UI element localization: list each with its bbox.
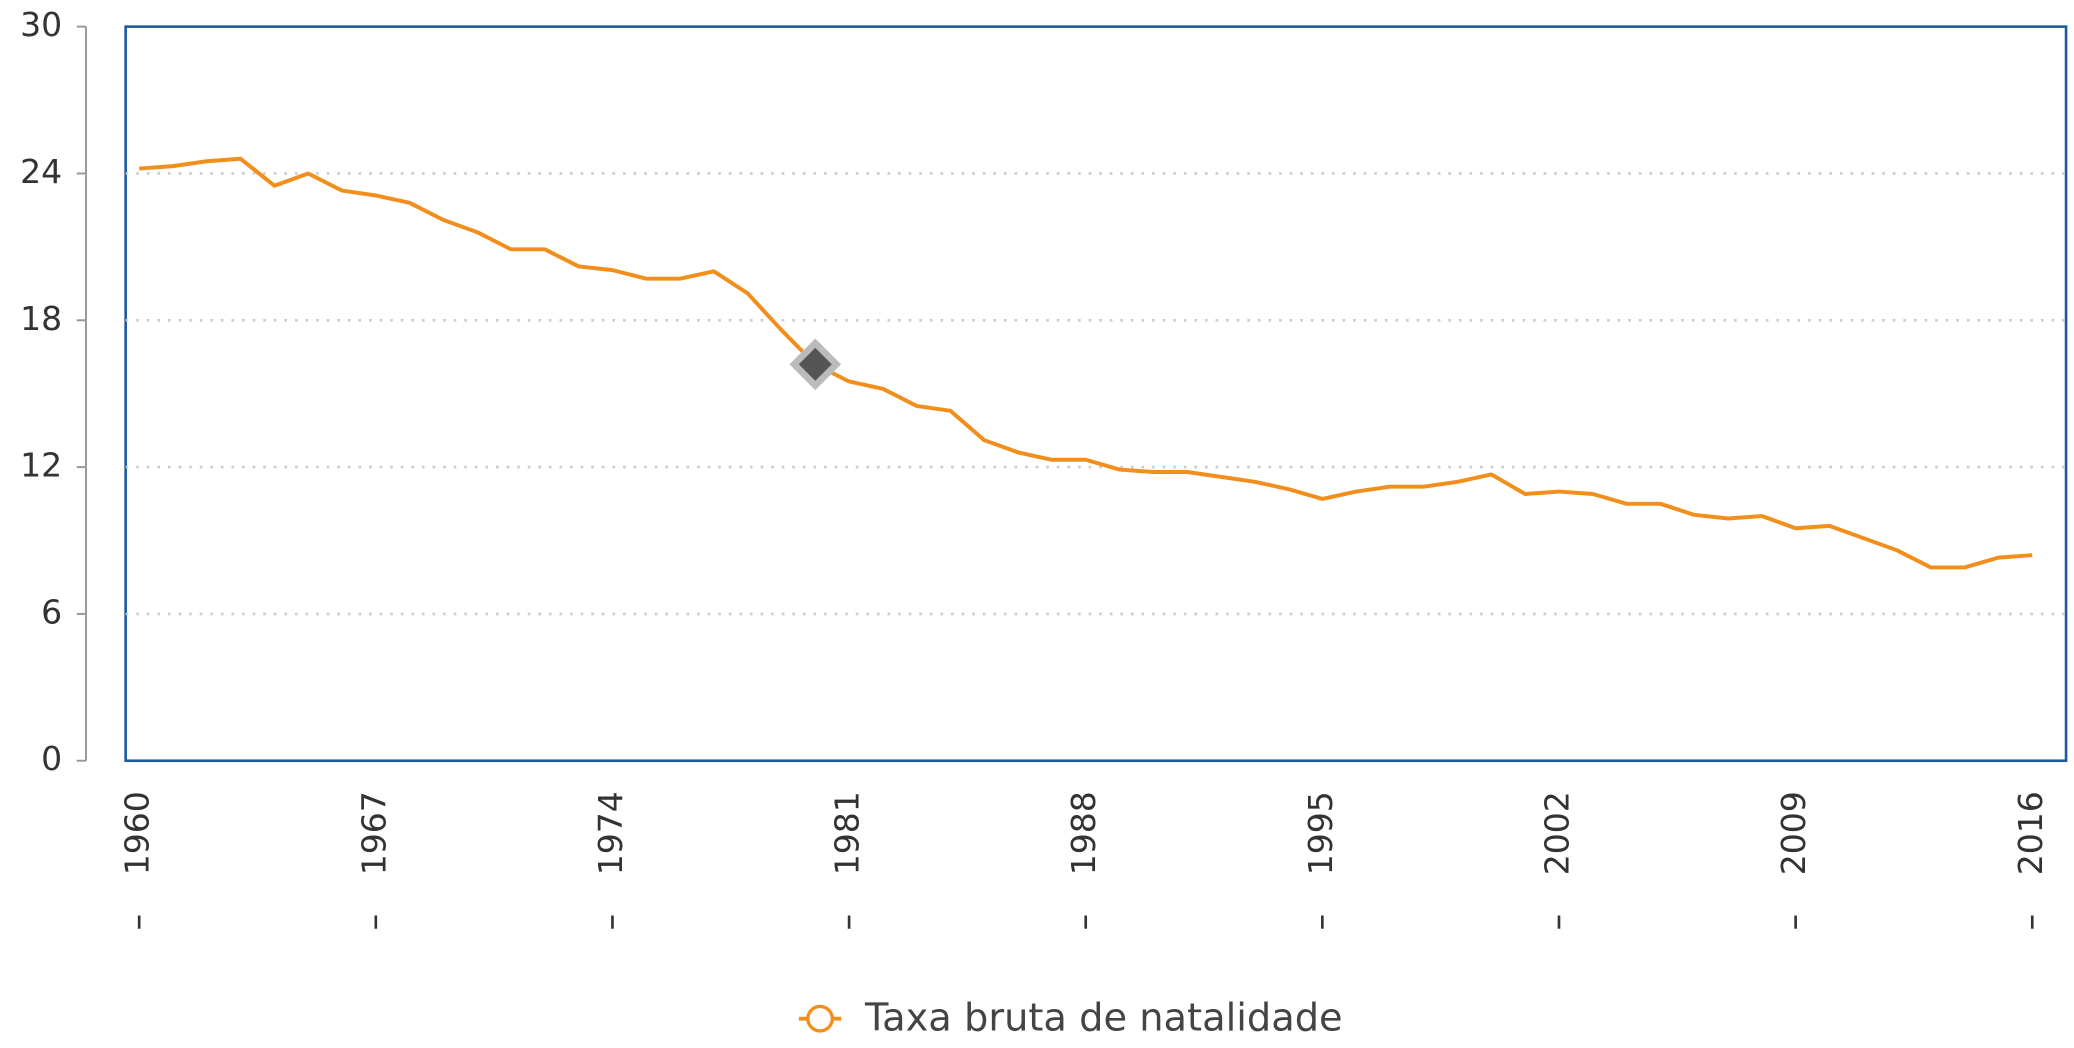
x-tick-label: 1995 [1301,791,1340,875]
x-tick-label: 2009 [1774,791,1813,875]
y-tick-label: 30 [20,5,62,44]
y-tick-label: 0 [41,739,62,778]
x-tick-label: 2016 [2011,791,2050,875]
highlight-marker [789,338,842,391]
legend-label: Taxa bruta de natalidade [864,995,1343,1040]
x-tick-label: 1974 [591,791,630,875]
x-tick-label: 1960 [118,791,157,875]
legend-marker-fill [809,1008,831,1030]
x-tick-label: 1981 [828,791,867,875]
y-tick-label: 12 [20,446,62,485]
plot-border [124,25,2068,763]
x-tick-label: 1967 [354,791,393,875]
line [139,156,2033,570]
y-tick-label: 18 [20,299,62,338]
y-tick-label: 24 [20,152,62,191]
y-tick-label: 6 [41,592,62,631]
x-tick-label: 2002 [1537,791,1576,875]
x-tick-label: 1988 [1064,791,1103,875]
